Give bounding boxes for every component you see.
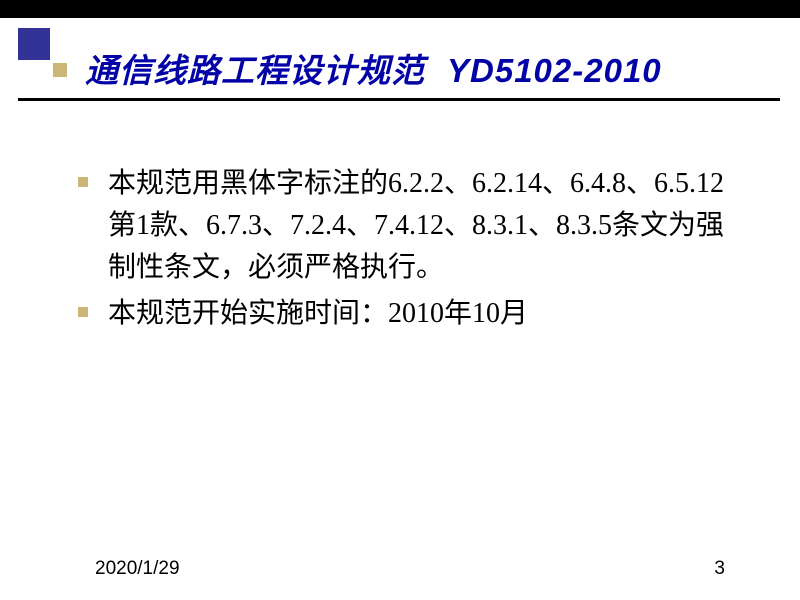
list-item: 本规范用黑体字标注的6.2.2、6.2.14、6.4.8、6.5.12第1款、6… [108, 163, 750, 289]
bullet-text: 本规范用黑体字标注的6.2.2、6.2.14、6.4.8、6.5.12第1款、6… [108, 163, 750, 289]
title-code: YD5102-2010 [447, 52, 662, 89]
slide-body: 通信线路工程设计规范 YD5102-2010 本规范用黑体字标注的6.2.2、6.… [0, 18, 800, 600]
bullet-text: 本规范开始实施时间：2010年10月 [108, 293, 750, 335]
accent-square-small [53, 63, 67, 77]
title-main: 通信线路工程设计规范 [85, 54, 425, 90]
bullet-square-icon [78, 307, 88, 317]
bullet-square-icon [78, 177, 88, 187]
top-black-bar [0, 0, 800, 18]
footer-date: 2020/1/29 [95, 558, 180, 580]
slide-title: 通信线路工程设计规范 YD5102-2010 [85, 44, 662, 92]
title-underline [18, 98, 780, 101]
list-item: 本规范开始实施时间：2010年10月 [108, 293, 750, 335]
accent-square-large [18, 28, 50, 60]
footer-page-number: 3 [714, 558, 725, 580]
content-area: 本规范用黑体字标注的6.2.2、6.2.14、6.4.8、6.5.12第1款、6… [108, 163, 750, 339]
